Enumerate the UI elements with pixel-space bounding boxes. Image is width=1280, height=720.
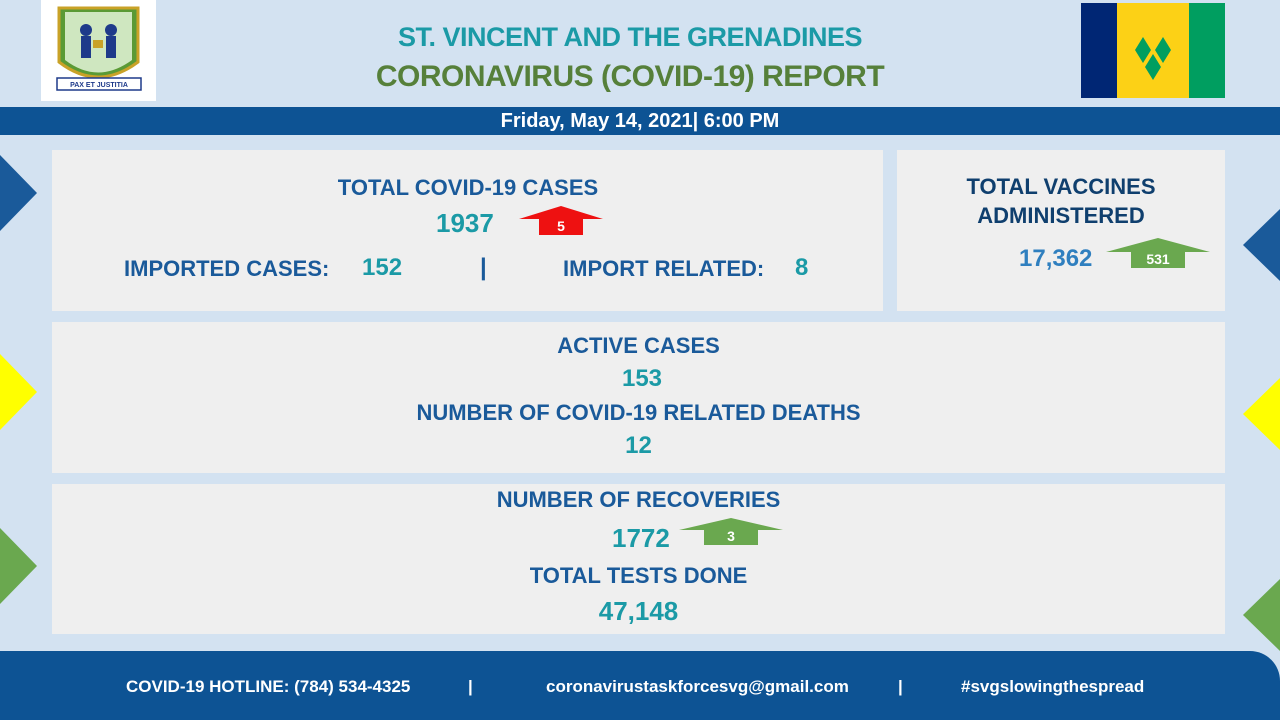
deaths-label: NUMBER OF COVID-19 RELATED DEATHS: [416, 400, 861, 425]
total-tests-value: 47,148: [598, 596, 679, 626]
total-cases-value: 1937: [436, 208, 494, 238]
import-related-value: 8: [795, 254, 809, 281]
vaccines-change: 531: [1131, 250, 1185, 268]
deaths-value: 12: [625, 432, 652, 459]
right-blue-triangle-decoration: [1243, 209, 1280, 281]
total-cases-label: TOTAL COVID-19 CASES: [337, 175, 599, 200]
stat-separator: |: [480, 254, 487, 281]
coat-of-arms-logo: PAX ET JUSTITIA: [41, 0, 156, 101]
right-green-triangle-decoration: [1243, 579, 1280, 651]
recoveries-value: 1772: [612, 523, 670, 553]
total-cases-change: 5: [539, 217, 583, 235]
vaccines-panel: TOTAL VACCINES ADMINISTERED 17,362 531: [897, 150, 1225, 311]
footer-separator-1: |: [468, 677, 473, 696]
recoveries-up-arrow-green: 3: [679, 518, 783, 545]
recoveries-panel: NUMBER OF RECOVERIES 1772 3 TOTAL TESTS …: [52, 484, 1225, 634]
footer-separator-2: |: [898, 677, 903, 696]
left-yellow-triangle-decoration: [0, 354, 37, 430]
svg-text:PAX ET JUSTITIA: PAX ET JUSTITIA: [70, 82, 128, 89]
imported-cases-value: 152: [362, 254, 403, 281]
active-cases-label: ACTIVE CASES: [557, 333, 720, 358]
import-related-label: IMPORT RELATED:: [563, 256, 765, 281]
report-title-line1: ST. VINCENT AND THE GRENADINES: [397, 22, 863, 52]
report-date: Friday, May 14, 2021| 6:00 PM: [500, 110, 780, 132]
svg-flag: [1081, 3, 1225, 98]
date-banner: Friday, May 14, 2021| 6:00 PM: [0, 107, 1280, 135]
left-green-triangle-decoration: [0, 528, 37, 604]
vaccines-up-arrow-green: 531: [1106, 238, 1210, 268]
left-blue-triangle-decoration: [0, 155, 37, 231]
total-cases-up-arrow-red: 5: [519, 206, 603, 235]
vaccines-label-line1: TOTAL VACCINES: [966, 174, 1156, 199]
total-tests-label: TOTAL TESTS DONE: [529, 563, 748, 588]
active-cases-value: 153: [621, 365, 663, 392]
recoveries-change: 3: [704, 528, 758, 545]
footer-bar: COVID-19 HOTLINE: (784) 534-4325 | coron…: [0, 651, 1280, 720]
imported-cases-label: IMPORTED CASES:: [124, 256, 330, 281]
recoveries-label: NUMBER OF RECOVERIES: [496, 487, 781, 512]
active-cases-panel: ACTIVE CASES 153 NUMBER OF COVID-19 RELA…: [52, 322, 1225, 473]
hotline-text: COVID-19 HOTLINE: (784) 534-4325: [126, 677, 411, 696]
vaccines-value: 17,362: [1019, 245, 1093, 272]
vaccines-label-line2: ADMINISTERED: [977, 203, 1145, 228]
total-cases-panel: TOTAL COVID-19 CASES 1937 5 IMPORTED CAS…: [52, 150, 883, 311]
hashtag-text: #svgslowingthespread: [961, 677, 1145, 696]
report-title-line2: CORONAVIRUS (COVID-19) REPORT: [375, 60, 885, 93]
email-link[interactable]: coronavirustaskforcesvg@gmail.com: [546, 677, 849, 696]
right-yellow-triangle-decoration: [1243, 378, 1280, 450]
